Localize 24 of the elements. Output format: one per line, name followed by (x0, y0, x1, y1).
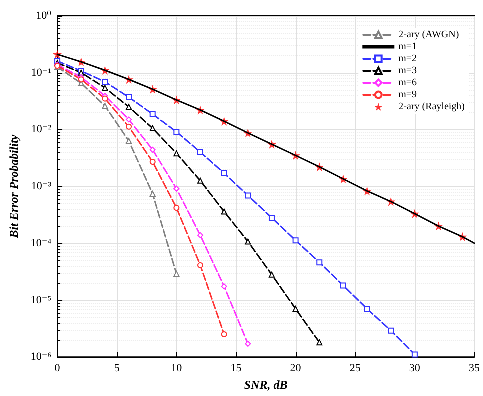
x-tick-label: 25 (350, 362, 362, 375)
x-tick-label: 15 (230, 362, 242, 375)
legend-label: 2-ary (Rayleigh) (398, 102, 466, 112)
legend-label: m=3 (398, 66, 418, 76)
y-tick-label: 10⁰ (36, 10, 52, 22)
x-tick-label: 30 (409, 362, 421, 375)
x-tick-label: 10 (171, 362, 183, 375)
x-tick-label: 0 (54, 362, 61, 375)
y-tick-label: 10⁻² (31, 124, 52, 136)
x-tick-label: 5 (114, 362, 120, 375)
x-tick-label: 35 (469, 362, 480, 375)
legend-label: m=2 (398, 54, 418, 64)
y-tick-label: 10⁻⁴ (30, 237, 52, 250)
y-tick-label: 10⁻⁶ (30, 351, 52, 364)
legend-label: m=9 (398, 90, 418, 100)
x-tick-label: 20 (290, 362, 302, 375)
x-axis-title: SNR, dB (244, 378, 288, 392)
legend-label: m=6 (398, 78, 418, 88)
legend-label: 2-ary (AWGN) (398, 30, 460, 40)
y-tick-label: 10⁻³ (31, 180, 52, 193)
legend-label: m=1 (398, 42, 418, 52)
y-tick-label: 10⁻⁵ (30, 294, 52, 306)
y-axis-title: Bit Error Probability (7, 134, 21, 240)
y-tick-label: 10⁻¹ (31, 66, 52, 79)
